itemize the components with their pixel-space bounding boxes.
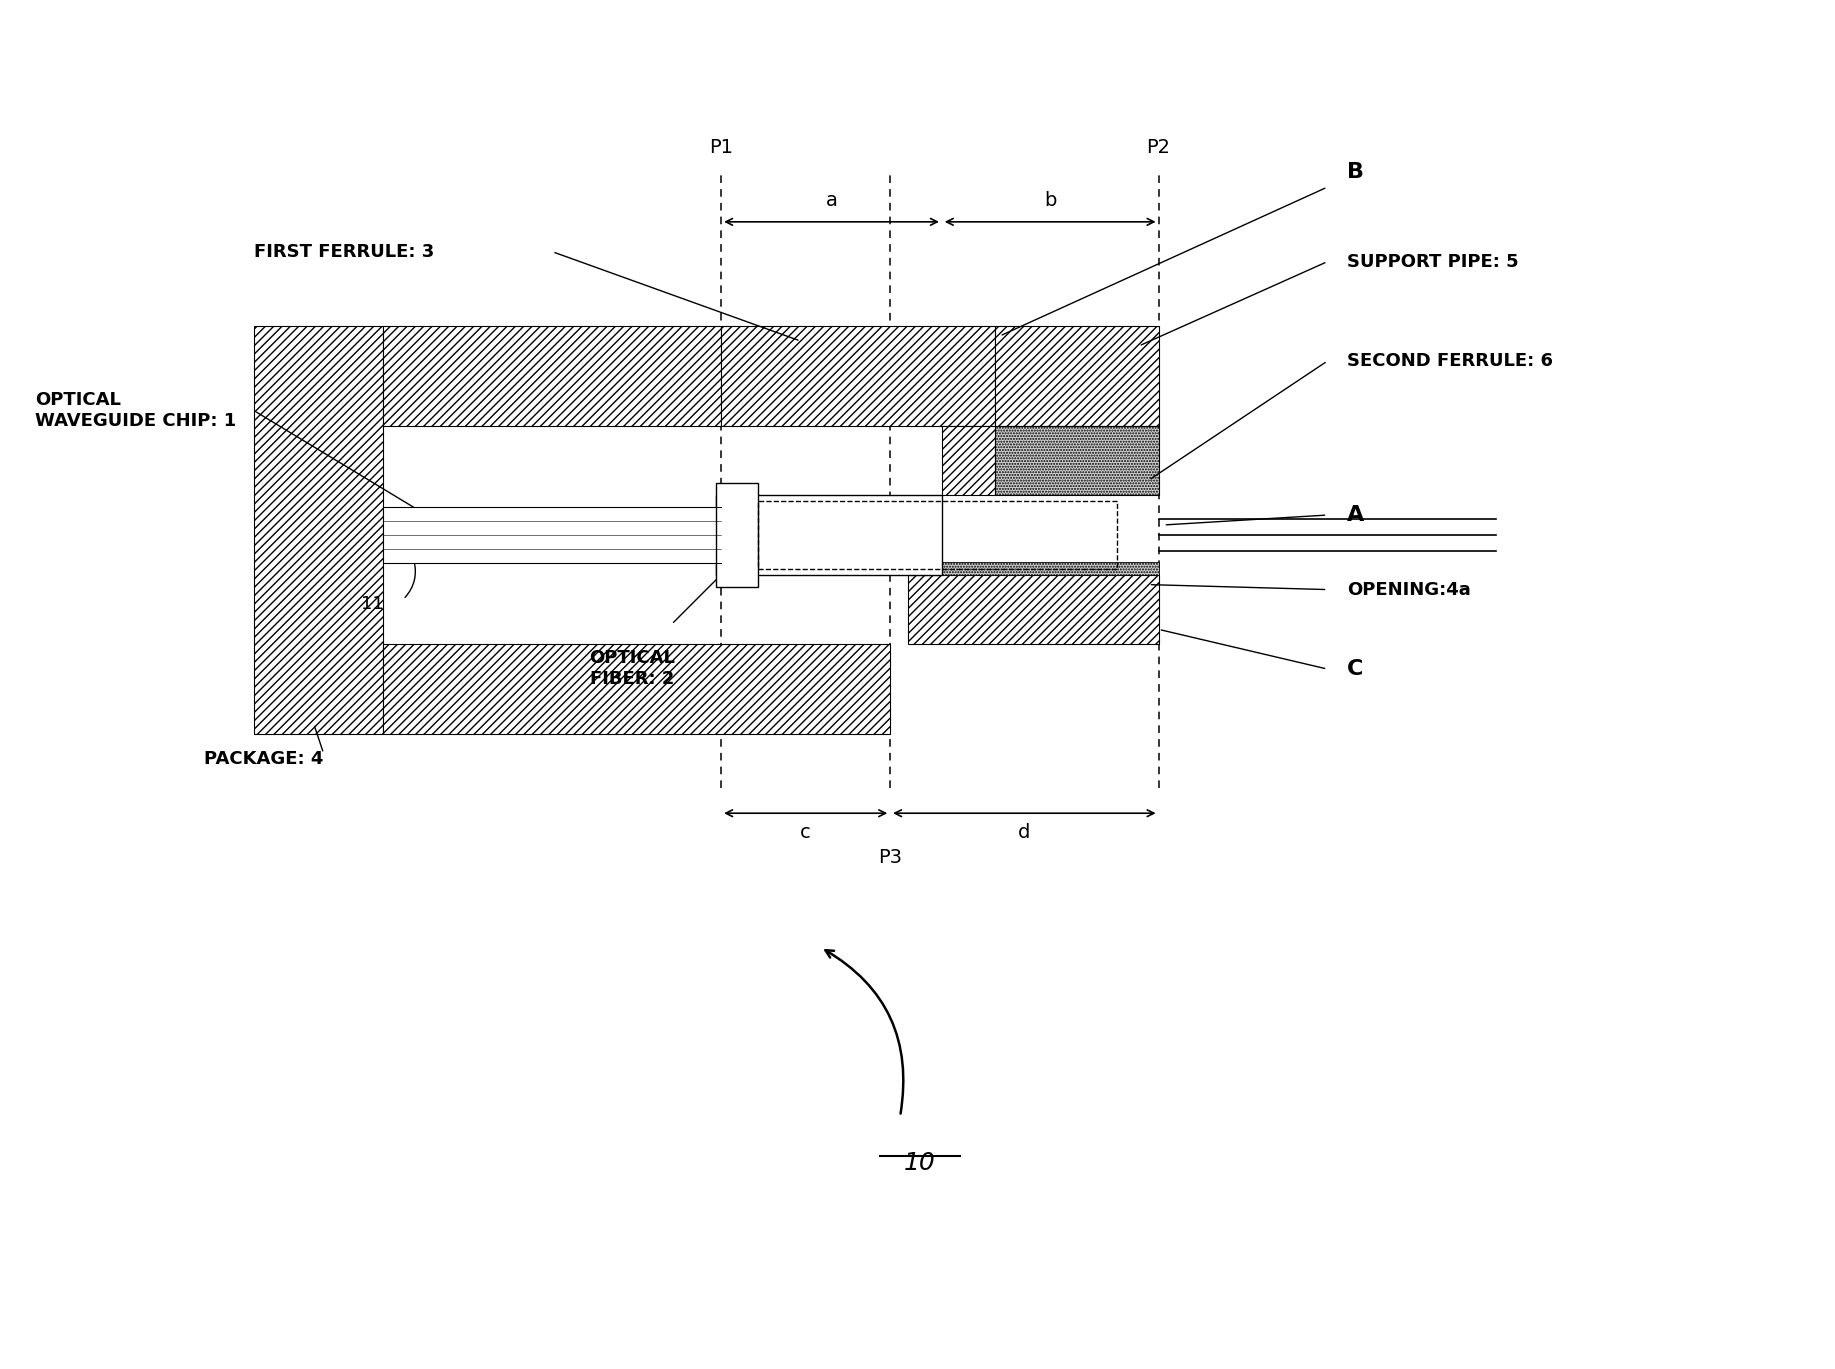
Bar xyxy=(908,575,1158,645)
Bar xyxy=(384,326,721,426)
Text: SECOND FERRULE: 6: SECOND FERRULE: 6 xyxy=(1347,352,1554,370)
Bar xyxy=(995,426,1158,496)
Text: 11: 11 xyxy=(360,596,384,613)
Bar xyxy=(384,507,721,563)
Bar xyxy=(721,326,995,426)
Text: 10: 10 xyxy=(905,1151,936,1175)
Text: P1: P1 xyxy=(708,138,734,157)
Text: P3: P3 xyxy=(879,847,903,867)
Text: FIRST FERRULE: 3: FIRST FERRULE: 3 xyxy=(253,242,435,260)
Bar xyxy=(995,326,1158,426)
Text: OPENING:4a: OPENING:4a xyxy=(1347,580,1472,598)
Text: OPTICAL
FIBER: 2: OPTICAL FIBER: 2 xyxy=(589,649,675,689)
Text: C: C xyxy=(1347,658,1363,679)
Bar xyxy=(716,483,758,586)
Text: OPTICAL
WAVEGUIDE CHIP: 1: OPTICAL WAVEGUIDE CHIP: 1 xyxy=(35,392,237,430)
Text: PACKAGE: 4: PACKAGE: 4 xyxy=(204,750,323,768)
Text: a: a xyxy=(826,190,837,209)
Bar xyxy=(941,426,995,496)
Bar xyxy=(716,496,941,575)
Bar xyxy=(908,561,1158,575)
Text: b: b xyxy=(1044,190,1057,209)
Text: B: B xyxy=(1347,162,1365,182)
Text: A: A xyxy=(1347,505,1365,526)
Text: P2: P2 xyxy=(1147,138,1171,157)
Bar xyxy=(384,645,890,734)
Bar xyxy=(253,326,384,734)
Text: c: c xyxy=(800,823,811,842)
Text: SUPPORT PIPE: 5: SUPPORT PIPE: 5 xyxy=(1347,253,1519,271)
Bar xyxy=(758,501,1118,568)
Text: d: d xyxy=(1018,823,1031,842)
